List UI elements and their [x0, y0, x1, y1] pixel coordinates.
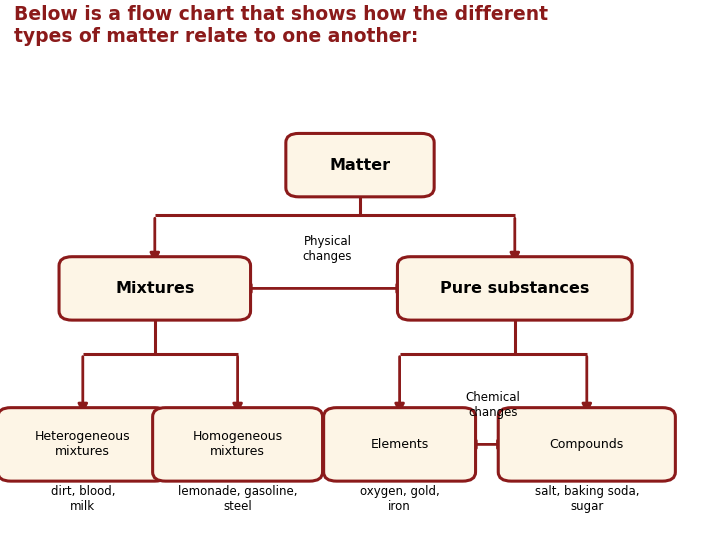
- FancyBboxPatch shape: [498, 408, 675, 481]
- Text: Homogeneous
mixtures: Homogeneous mixtures: [192, 430, 283, 458]
- Text: lemonade, gasoline,
steel: lemonade, gasoline, steel: [178, 485, 297, 512]
- FancyBboxPatch shape: [153, 408, 323, 481]
- FancyBboxPatch shape: [59, 256, 251, 320]
- Text: Chemical
changes: Chemical changes: [466, 392, 521, 419]
- FancyBboxPatch shape: [286, 133, 434, 197]
- Text: Mixtures: Mixtures: [115, 281, 194, 296]
- Text: dirt, blood,
milk: dirt, blood, milk: [50, 485, 115, 512]
- FancyBboxPatch shape: [0, 408, 168, 481]
- Text: Matter: Matter: [330, 158, 390, 173]
- Text: Compounds: Compounds: [549, 438, 624, 451]
- Text: salt, baking soda,
sugar: salt, baking soda, sugar: [534, 485, 639, 512]
- Text: Pure substances: Pure substances: [440, 281, 590, 296]
- Text: Elements: Elements: [371, 438, 428, 451]
- Text: oxygen, gold,
iron: oxygen, gold, iron: [360, 485, 439, 512]
- FancyBboxPatch shape: [397, 256, 632, 320]
- Text: Physical
changes: Physical changes: [303, 235, 352, 263]
- Text: Heterogeneous
mixtures: Heterogeneous mixtures: [35, 430, 130, 458]
- Text: Below is a flow chart that shows how the different
types of matter relate to one: Below is a flow chart that shows how the…: [14, 5, 549, 46]
- FancyBboxPatch shape: [324, 408, 475, 481]
